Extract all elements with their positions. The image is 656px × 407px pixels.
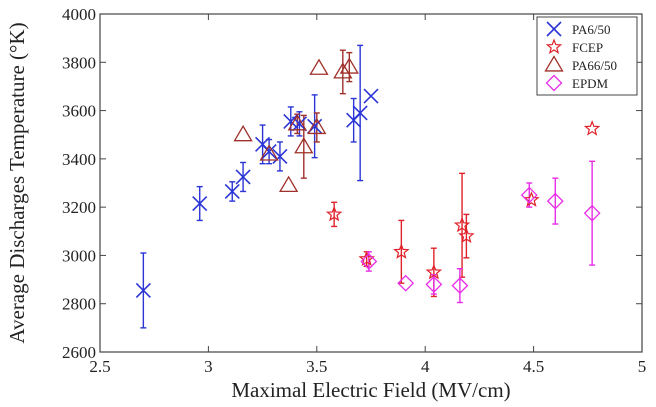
y-tick-label: 3400 [62, 150, 96, 169]
legend-marker [545, 74, 563, 92]
data-point [333, 62, 353, 79]
x-tick-label: 4 [421, 357, 430, 376]
legend-marker [546, 21, 562, 37]
legend-marker [544, 55, 564, 72]
data-point [425, 275, 443, 293]
data-point [325, 205, 343, 222]
data-point [235, 169, 251, 185]
data-point [224, 183, 240, 200]
data-point [523, 191, 540, 207]
data-point [135, 282, 151, 299]
legend-entry-label: PA6/50 [572, 22, 611, 37]
y-tick-label: 3200 [62, 198, 96, 217]
data-point [397, 274, 415, 292]
data-point [583, 204, 601, 222]
y-tick-label: 2600 [62, 343, 96, 362]
data-point [309, 58, 329, 75]
data-point [451, 277, 469, 295]
y-tick-label: 2800 [62, 295, 96, 314]
data-point [425, 263, 443, 280]
data-markers [135, 57, 601, 299]
data-point [339, 57, 359, 74]
data-point [278, 175, 299, 193]
data-point [360, 253, 378, 270]
y-tick-label: 3800 [62, 53, 96, 72]
x-axis-label: Maximal Electric Field (MV/cm) [231, 378, 510, 402]
data-point [520, 186, 538, 204]
data-point [363, 88, 379, 104]
data-point [546, 192, 564, 210]
legend-entry-label: PA66/50 [572, 58, 617, 73]
legend: PA6/50 FCEP PA66/50 EPDM [536, 16, 638, 96]
data-point [393, 243, 410, 259]
y-tick-label: 3600 [62, 102, 96, 121]
legend-entry-label: FCEP [572, 40, 603, 55]
x-tick-label: 2.5 [89, 357, 110, 376]
legend-entry-label: EPDM [572, 76, 609, 91]
data-point [307, 117, 327, 135]
data-point [259, 144, 279, 161]
x-tick-label: 5 [638, 357, 647, 376]
data-point [272, 148, 288, 165]
data-point [192, 195, 208, 212]
data-point [453, 216, 471, 233]
data-point [261, 144, 277, 160]
y-axis-label: Average Discharges Temperature (°K) [5, 22, 29, 343]
data-point [287, 114, 307, 131]
y-tick-label: 3000 [62, 246, 96, 265]
x-tick-label: 3 [204, 357, 213, 376]
data-point [294, 137, 314, 154]
x-ticks: 2.5 3 3.5 4 4.5 5 [89, 14, 646, 376]
y-ticks: 2600 2800 3000 3200 3400 3600 3800 4000 [62, 5, 642, 362]
data-point [458, 227, 475, 244]
data-point [283, 113, 299, 130]
data-point [583, 120, 601, 136]
x-tick-label: 3.5 [306, 357, 327, 376]
legend-marker [545, 38, 563, 55]
y-tick-label: 4000 [62, 5, 96, 24]
data-point [233, 124, 253, 142]
data-point [352, 105, 368, 121]
x-tick-label: 4.5 [523, 357, 544, 376]
